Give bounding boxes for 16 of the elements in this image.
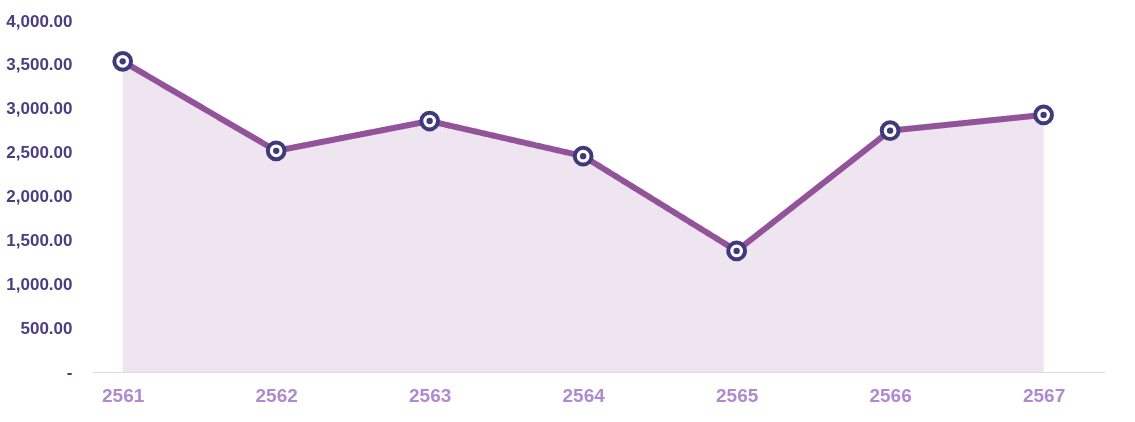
x-tick-label: 2564 bbox=[562, 384, 606, 406]
y-tick-label: 2,000.00 bbox=[6, 187, 73, 206]
y-tick-label: 1,500.00 bbox=[6, 230, 73, 250]
y-tick-label: 4,000.00 bbox=[6, 11, 73, 31]
y-tick-label: 500.00 bbox=[20, 318, 73, 338]
y-tick-label: - bbox=[66, 362, 73, 382]
x-tick-label: 2566 bbox=[869, 384, 912, 406]
x-tick-label: 2562 bbox=[255, 384, 298, 406]
x-tick-label: 2567 bbox=[1022, 384, 1066, 406]
x-tick-label: 2565 bbox=[716, 384, 759, 406]
x-tick-label: 2563 bbox=[409, 384, 452, 406]
y-tick-label: 3,500.00 bbox=[6, 55, 73, 75]
y-tick-label: 3,000.00 bbox=[6, 99, 73, 119]
y-tick-label: 1,000.00 bbox=[6, 274, 73, 294]
x-tick-label: 2561 bbox=[102, 384, 145, 406]
y-tick-label: 2,500.00 bbox=[6, 143, 73, 163]
